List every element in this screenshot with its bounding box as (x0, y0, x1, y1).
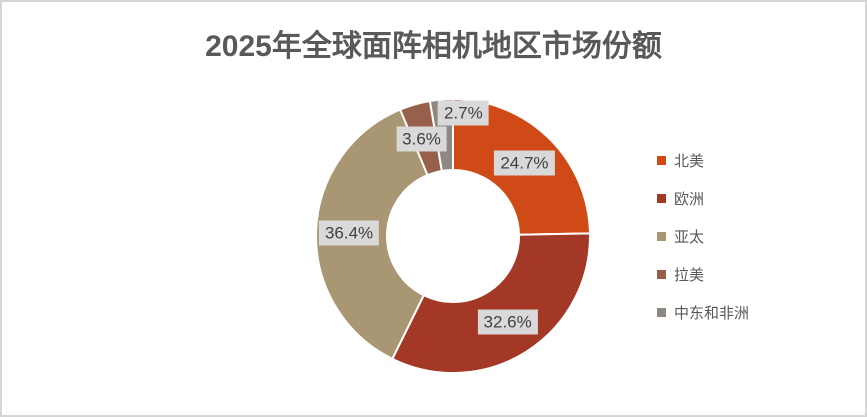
legend-label: 欧洲 (674, 190, 705, 208)
legend-swatch-icon (657, 231, 666, 241)
legend-label: 中东和非洲 (674, 304, 750, 322)
data-label-4: 2.7% (437, 100, 489, 126)
legend-item-3: 拉美 (657, 262, 749, 286)
legend-swatch-icon (657, 307, 666, 317)
chart-legend: 北美欧洲亚太拉美中东和非洲 (657, 148, 749, 338)
legend-item-0: 北美 (657, 148, 749, 172)
data-label-2: 36.4% (318, 220, 380, 246)
data-label-1: 32.6% (477, 309, 538, 335)
legend-label: 北美 (674, 152, 705, 170)
legend-swatch-icon (657, 269, 666, 279)
legend-swatch-icon (657, 155, 666, 165)
legend-item-4: 中东和非洲 (657, 300, 749, 324)
legend-label: 拉美 (674, 266, 705, 284)
chart-title: 2025年全球面阵相机地区市场份额 (205, 30, 662, 63)
legend-label: 亚太 (674, 228, 705, 246)
legend-item-2: 亚太 (657, 224, 749, 248)
data-label-0: 24.7% (494, 150, 555, 176)
legend-swatch-icon (657, 193, 666, 203)
data-label-3: 3.6% (396, 126, 447, 152)
donut-slice-1 (391, 232, 591, 374)
legend-item-1: 欧洲 (657, 186, 749, 210)
